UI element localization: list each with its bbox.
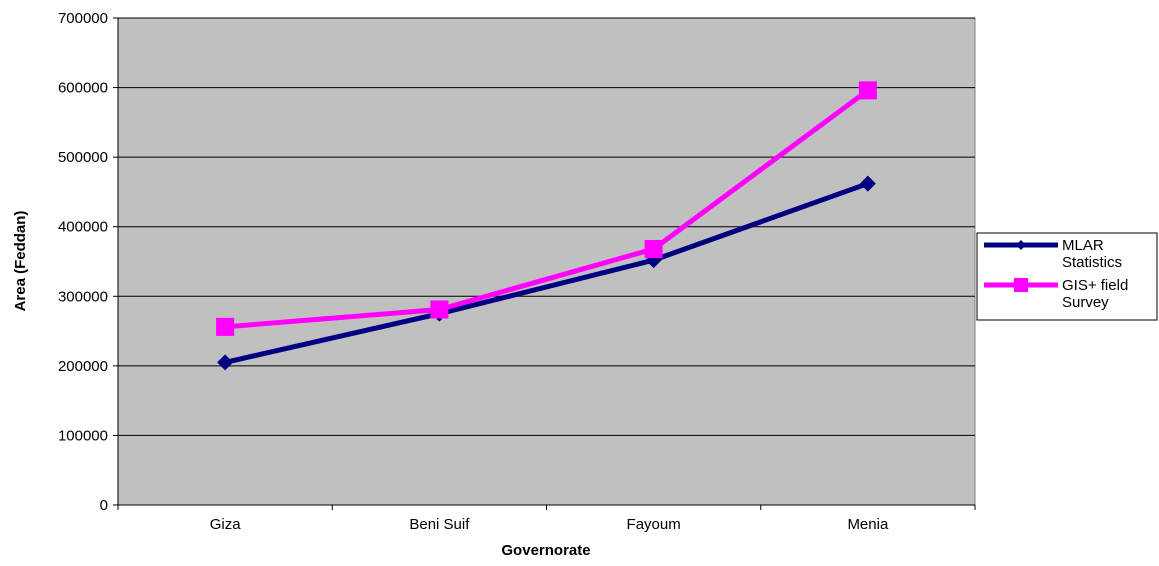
legend-label-1: MLAR Statistics — [1062, 237, 1122, 271]
series-line-2 — [224, 88, 870, 330]
series-1-point — [217, 354, 234, 371]
legend-label-line: Survey — [1062, 294, 1109, 311]
y-axis-title: Area (Feddan) — [12, 211, 29, 312]
y-tick-label: 0 — [100, 497, 108, 514]
x-axis-title: Governorate — [501, 542, 590, 559]
x-tick-label: Menia — [847, 516, 889, 533]
y-tick-label: 100000 — [58, 427, 108, 444]
y-tick-label: 200000 — [58, 358, 108, 375]
axes: 0 100000 200000 300000 400000 500000 600000 700… — [58, 10, 976, 533]
legend-label-line: MLAR — [1062, 237, 1104, 254]
series-2-point — [858, 81, 877, 100]
y-tick-label: 600000 — [58, 80, 108, 97]
y-tick-label: 400000 — [58, 219, 108, 236]
legend-marker-2 — [1014, 278, 1028, 292]
legend: MLAR Statistics GIS+ field Survey — [976, 232, 1158, 321]
legend-label-line: GIS+ field — [1062, 277, 1128, 294]
series-1-point — [859, 175, 876, 192]
x-tick-label: Beni Suif — [409, 516, 470, 533]
legend-marker-1 — [1016, 240, 1026, 250]
series-2-point — [644, 239, 663, 258]
gridlines — [118, 17, 975, 436]
series-2-point — [216, 317, 235, 336]
legend-label-2: GIS+ field Survey — [1062, 277, 1128, 311]
series-layer — [216, 81, 877, 371]
plot-area — [117, 17, 976, 506]
y-tick-label: 300000 — [58, 288, 108, 305]
series-2-point — [430, 300, 449, 319]
x-tick-label: Giza — [210, 516, 242, 533]
y-tick-label: 700000 — [58, 10, 108, 27]
x-tick-label: Fayoum — [627, 516, 681, 533]
legend-label-line: Statistics — [1062, 254, 1122, 271]
series-line-1 — [224, 181, 869, 365]
y-tick-label: 500000 — [58, 149, 108, 166]
